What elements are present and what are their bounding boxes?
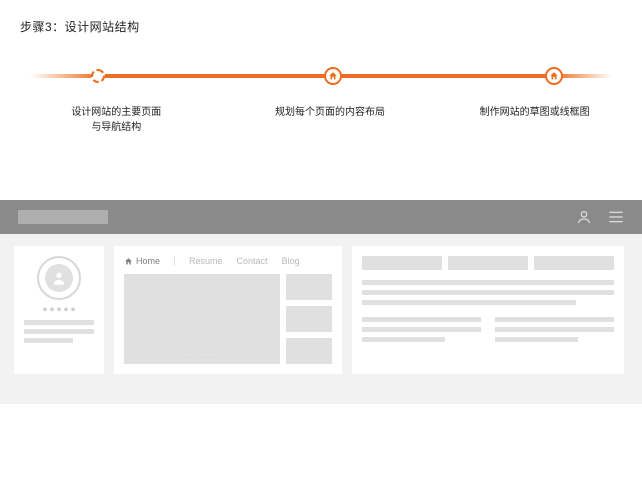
nav-separator xyxy=(174,256,175,266)
topbar-right xyxy=(576,209,624,225)
wireframe-mockup: Home Resume Contact Blog ···· ···· ···· xyxy=(0,200,642,404)
mockup-cards: Home Resume Contact Blog ···· ···· ···· xyxy=(0,234,642,404)
content-body: ···· ···· ···· xyxy=(124,274,332,364)
text-line xyxy=(362,300,576,305)
logo-placeholder xyxy=(18,210,108,224)
text-line xyxy=(362,280,614,285)
nav-contact[interactable]: Contact xyxy=(237,256,268,266)
hero-image-placeholder: ···· ···· ···· xyxy=(124,274,280,364)
avatar-icon xyxy=(45,264,73,292)
box-placeholder xyxy=(362,256,442,270)
mockup-topbar xyxy=(0,200,642,234)
thumbnails xyxy=(286,274,332,364)
sidebar-col xyxy=(362,317,481,347)
nav-home[interactable]: Home xyxy=(124,256,160,266)
steps-title: 步骤3：设计网站结构 xyxy=(20,18,622,35)
text-line xyxy=(24,320,94,325)
text-line xyxy=(362,290,614,295)
rating-stars xyxy=(24,306,94,312)
nav-blog[interactable]: Blog xyxy=(282,256,300,266)
text-line xyxy=(495,327,614,332)
sidebar-top-boxes xyxy=(362,256,614,270)
step-labels: 设计网站的主要页面 与导航结构规划每个页面的内容布局制作网站的草图或线框图 xyxy=(20,105,622,135)
hamburger-icon[interactable] xyxy=(608,210,624,224)
step-label: 制作网站的草图或线框图 xyxy=(447,105,622,135)
user-icon[interactable] xyxy=(576,209,592,225)
thumbnail xyxy=(286,338,332,364)
box-placeholder xyxy=(448,256,528,270)
step-marker-done xyxy=(324,67,342,85)
thumbnail xyxy=(286,274,332,300)
timeline-segment xyxy=(333,74,554,78)
steps-section: 步骤3：设计网站结构 设计网站的主要页面 与导航结构规划每个页面的内容布局制作网… xyxy=(0,0,642,135)
text-line xyxy=(495,337,578,342)
text-line xyxy=(362,317,481,322)
step-marker-current xyxy=(91,69,105,83)
step-label: 设计网站的主要页面 与导航结构 xyxy=(20,105,213,135)
timeline xyxy=(30,61,612,91)
box-placeholder xyxy=(534,256,614,270)
avatar xyxy=(37,256,81,300)
profile-card xyxy=(14,246,104,374)
sidebar-col xyxy=(495,317,614,347)
thumbnail xyxy=(286,306,332,332)
step-marker-done xyxy=(545,67,563,85)
mockup-nav: Home Resume Contact Blog xyxy=(124,256,332,266)
timeline-segment xyxy=(30,74,100,78)
text-line xyxy=(24,329,94,334)
nav-resume[interactable]: Resume xyxy=(189,256,223,266)
text-line xyxy=(495,317,614,322)
content-card: Home Resume Contact Blog ···· ···· ···· xyxy=(114,246,342,374)
nav-label: Home xyxy=(136,256,160,266)
sidebar-columns xyxy=(362,317,614,347)
text-line xyxy=(362,337,445,342)
step-label: 规划每个页面的内容布局 xyxy=(213,105,448,135)
timeline-segment xyxy=(100,74,333,78)
text-line xyxy=(24,338,73,343)
hero-caption: ···· ···· ···· xyxy=(124,355,280,361)
sidebar-card xyxy=(352,246,624,374)
text-line xyxy=(362,327,481,332)
